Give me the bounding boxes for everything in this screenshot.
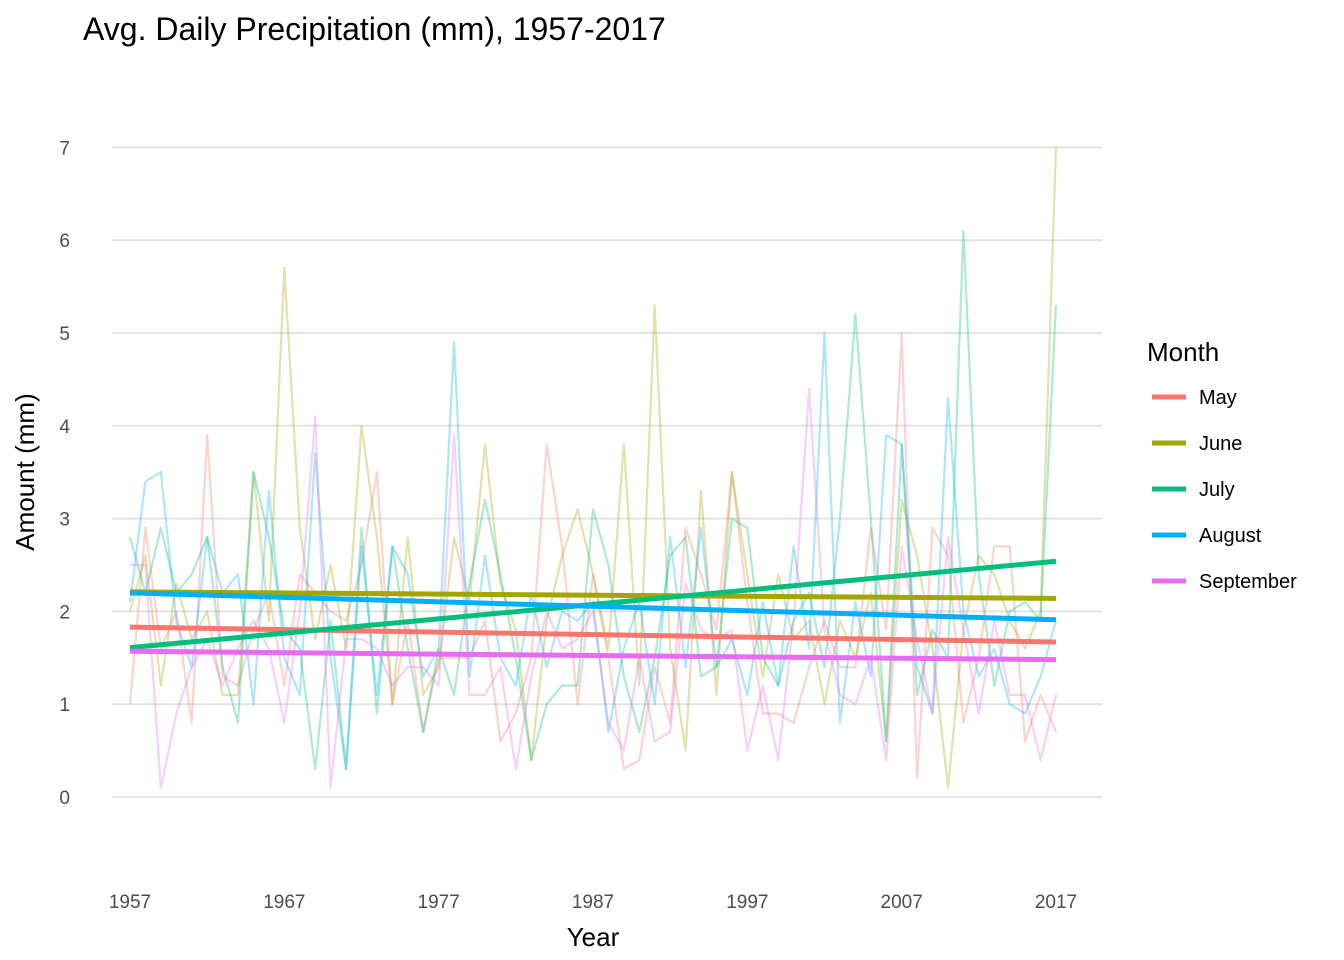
x-axis-label: Year	[567, 922, 620, 952]
legend-label-september: September	[1199, 571, 1297, 593]
gridlines	[112, 146, 1102, 798]
legend-label-june: June	[1199, 433, 1242, 455]
x-tick-label: 1997	[726, 892, 768, 913]
x-tick-label: 2007	[881, 892, 923, 913]
y-tick-label: 3	[59, 510, 70, 531]
y-axis-ticks: 0 1 2 3 4 5 6 7	[59, 138, 70, 809]
y-tick-label: 0	[59, 788, 70, 809]
trend-line-june	[129, 589, 1057, 601]
series-line-june	[128, 147, 1058, 789]
x-tick-label: 1957	[109, 892, 151, 913]
raw-series-lines	[128, 147, 1058, 789]
y-tick-label: 5	[59, 324, 70, 345]
trend-line-may	[129, 624, 1057, 645]
y-tick-label: 6	[59, 231, 70, 252]
chart-title: Avg. Daily Precipitation (mm), 1957-2017	[83, 11, 666, 47]
y-tick-label: 4	[59, 417, 70, 438]
legend-label-july: July	[1199, 479, 1235, 501]
y-axis-label: Amount (mm)	[10, 393, 40, 550]
x-tick-label: 1977	[418, 892, 460, 913]
legend-label-may: May	[1199, 387, 1237, 409]
series-line-may	[128, 331, 1058, 780]
legend-title: Month	[1147, 337, 1219, 367]
legend-label-august: August	[1199, 525, 1262, 547]
legend: Month May June July August September	[1147, 337, 1297, 593]
trend-line-august	[129, 590, 1057, 623]
x-tick-label: 1967	[263, 892, 305, 913]
y-tick-label: 2	[59, 602, 70, 623]
series-line-september	[130, 387, 1058, 789]
x-tick-label: 1987	[572, 892, 614, 913]
y-tick-label: 1	[59, 695, 70, 716]
y-tick-label: 7	[59, 138, 70, 159]
x-tick-label: 2017	[1035, 892, 1077, 913]
trend-line-september	[129, 648, 1057, 663]
trend-lines	[129, 558, 1057, 663]
x-axis-ticks: 1957 1967 1977 1987 1997 2007 2017	[109, 892, 1077, 913]
